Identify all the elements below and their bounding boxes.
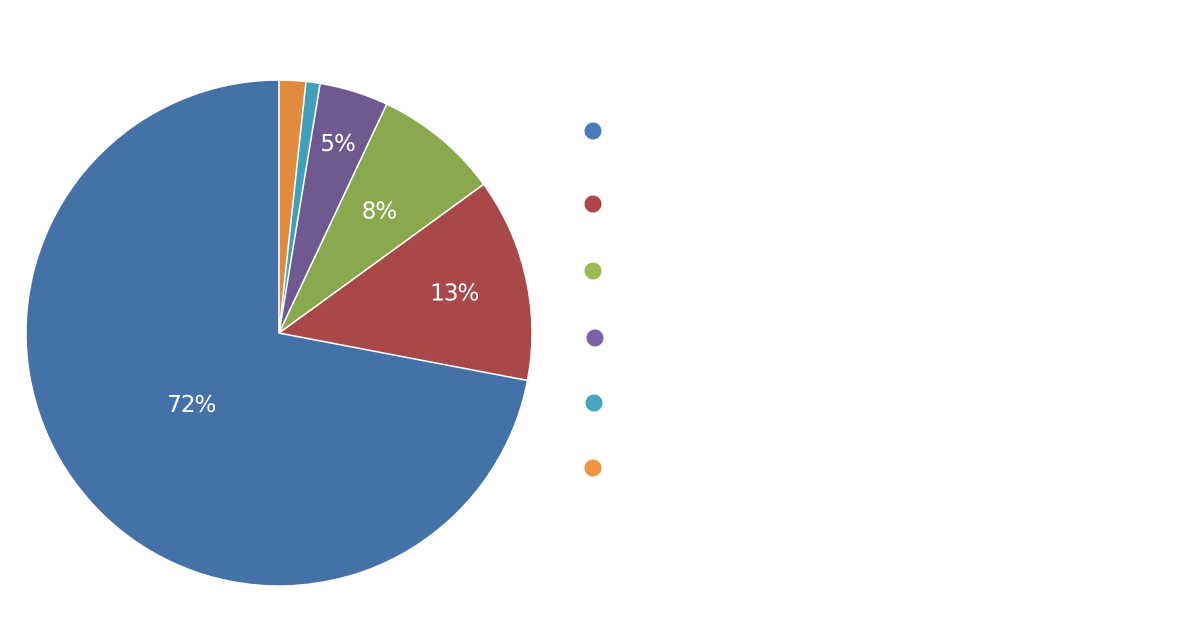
legend-marker-4 — [586, 329, 604, 347]
pie-slice-2 — [278, 183, 533, 382]
pie-slice-1 — [25, 79, 529, 587]
legend-marker-5 — [585, 394, 603, 412]
pie-slice-label-4: 5% — [320, 131, 355, 157]
pie-slices — [25, 79, 533, 587]
legend-marker-2 — [584, 195, 602, 213]
legend-marker-6 — [584, 459, 602, 477]
pie-slice-3 — [278, 103, 485, 334]
legend-marker-1 — [584, 122, 602, 140]
pie-slice-label-2: 13% — [430, 280, 478, 306]
pie-slice-6 — [278, 79, 307, 334]
pie-labels: 72% 13% 8% 5% — [167, 131, 479, 418]
legend — [584, 122, 604, 477]
legend-marker-3 — [584, 262, 602, 280]
pie-slice-label-3: 8% — [362, 199, 397, 225]
pie-slice-label-1: 72% — [167, 392, 215, 418]
